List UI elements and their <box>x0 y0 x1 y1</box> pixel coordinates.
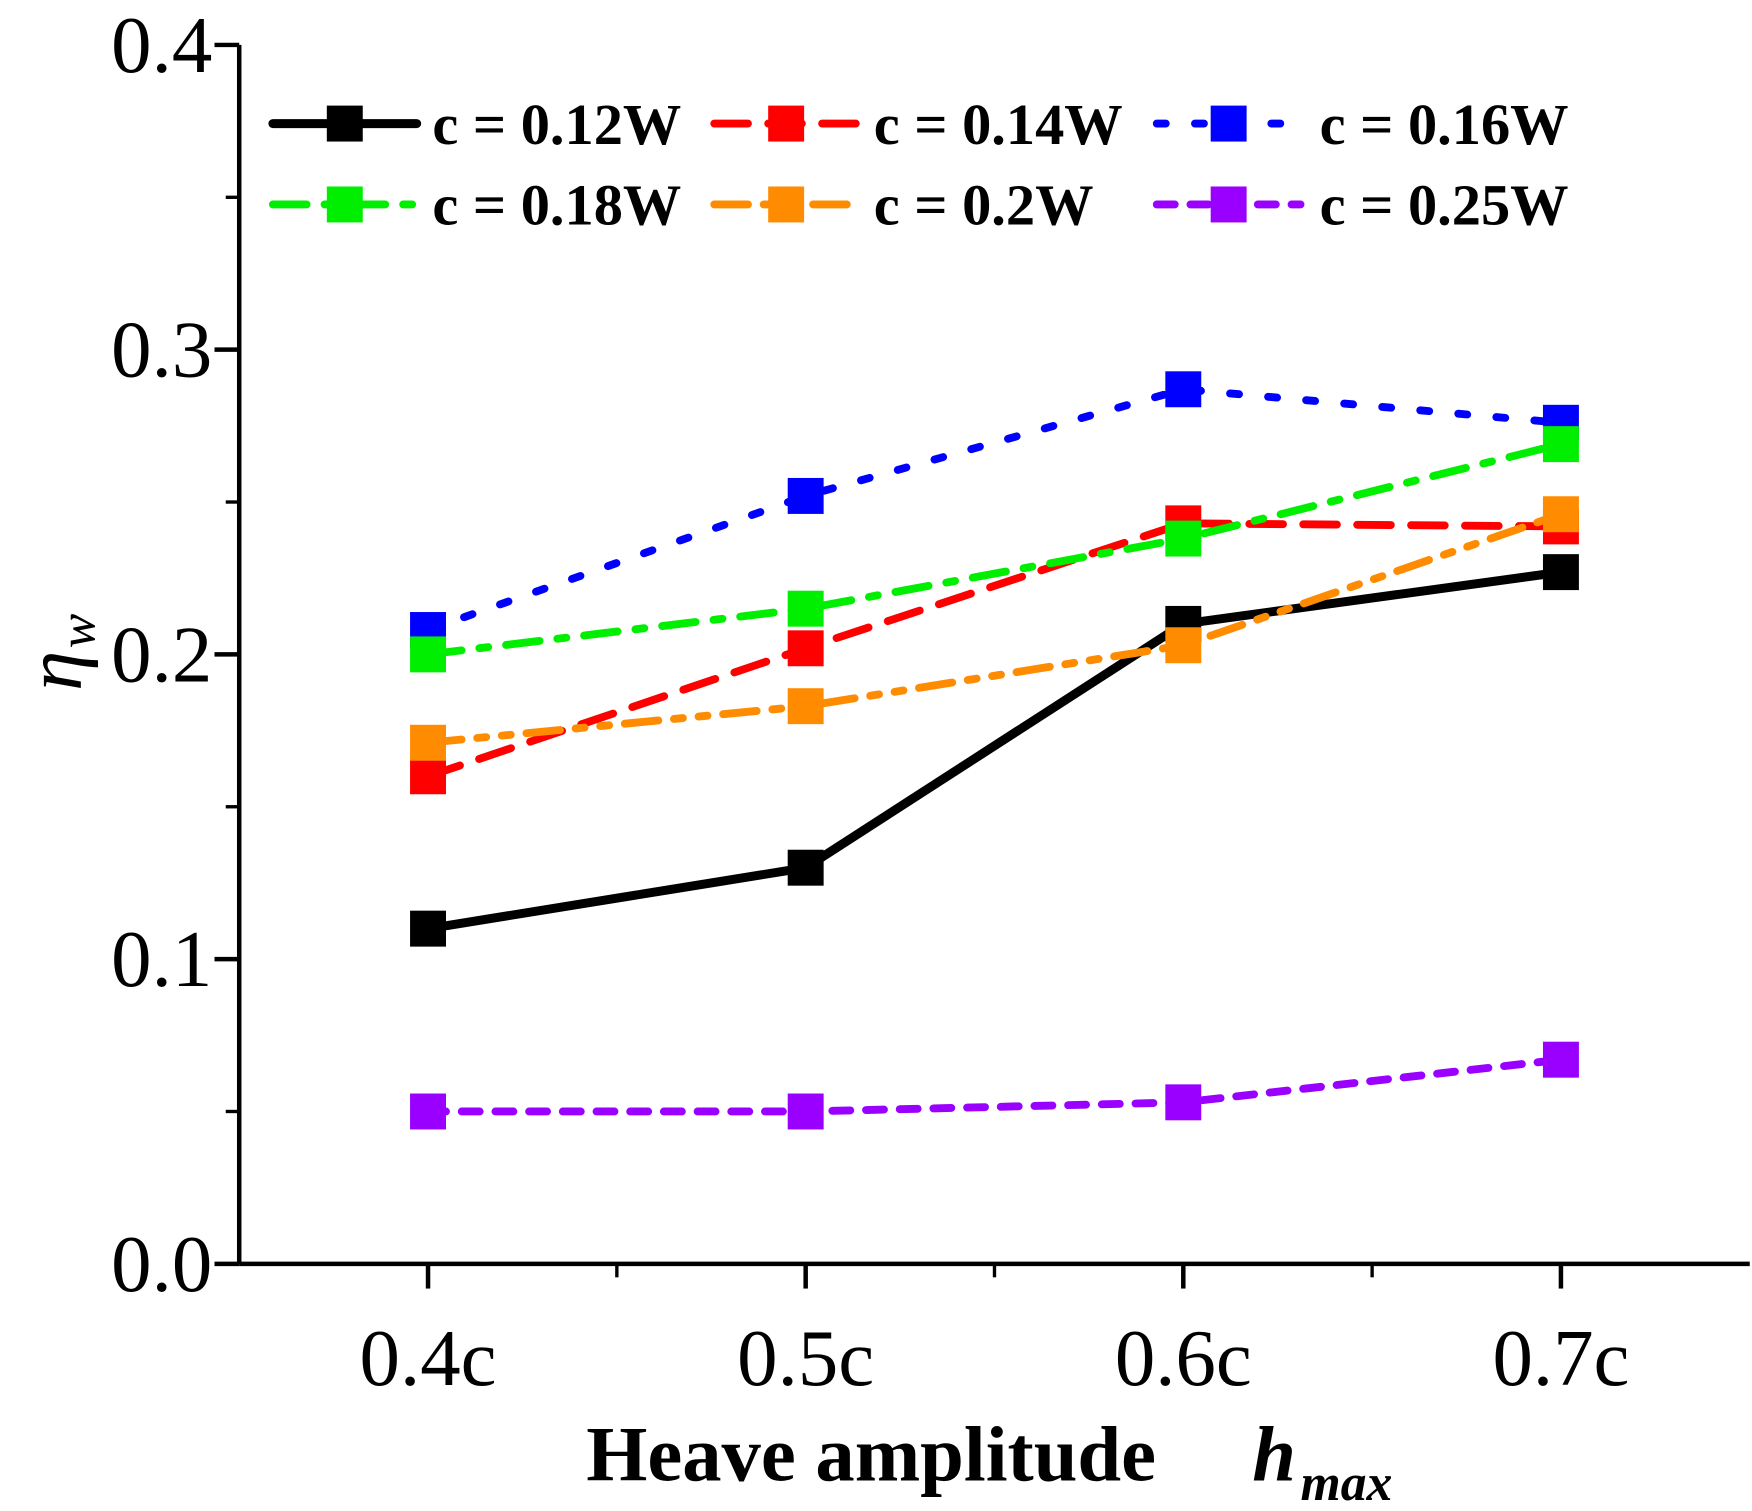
x-axis-subscript: max <box>1301 1455 1393 1511</box>
legend: c = 0.12W c = 0.14W c = 0.16W c = 0.18W c = … <box>268 92 1569 238</box>
legend-marker <box>768 186 805 223</box>
series-line <box>424 519 1565 781</box>
legend-marker <box>326 105 363 142</box>
legend-item: c = 0.12W <box>268 92 681 157</box>
series-c-0-2w <box>410 496 1579 761</box>
data-point-marker <box>410 636 447 673</box>
series-line <box>423 567 1566 934</box>
x-axis-symbol: h <box>1252 1412 1296 1499</box>
legend-item: c = 0.16W <box>1152 92 1569 157</box>
legend-item: c = 0.18W <box>268 173 681 238</box>
series-group <box>410 371 1579 1130</box>
data-point-marker <box>1165 520 1202 557</box>
series-c-0-12w <box>410 554 1579 947</box>
data-point-marker <box>1542 426 1579 463</box>
data-point-marker <box>1542 554 1579 591</box>
data-point-marker <box>1165 627 1202 664</box>
data-point-marker <box>787 849 824 886</box>
series-c-0-16w <box>410 371 1579 648</box>
data-point-marker <box>787 1093 824 1130</box>
data-point-marker <box>787 477 824 514</box>
data-point-marker <box>410 910 447 947</box>
x-axis-label: Heave amplitude <box>586 1412 1156 1499</box>
legend-marker <box>326 186 363 223</box>
legend-marker <box>1210 105 1247 142</box>
y-tick-label: 0.3 <box>111 306 212 395</box>
legend-label: c = 0.14W <box>874 92 1123 157</box>
legend-label: c = 0.18W <box>432 173 681 238</box>
legend-item: c = 0.25W <box>1152 173 1569 238</box>
data-point-marker <box>1542 496 1579 533</box>
data-point-marker <box>410 758 447 795</box>
y-tick-label: 0.1 <box>111 915 212 1004</box>
data-point-marker <box>787 590 824 627</box>
data-point-marker <box>787 630 824 667</box>
legend-item: c = 0.2W <box>710 173 1094 238</box>
y-axis-subscript: w <box>49 613 106 648</box>
data-point-marker <box>1165 1084 1202 1121</box>
legend-item: c = 0.14W <box>710 92 1123 157</box>
x-tick-label: 0.4c <box>360 1314 497 1403</box>
series-line <box>424 440 1565 659</box>
series-c-0-25w <box>410 1041 1579 1130</box>
legend-marker <box>768 105 805 142</box>
series-line <box>424 385 1565 634</box>
x-tick-label: 0.6c <box>1115 1314 1252 1403</box>
y-tick-label: 0.0 <box>111 1220 212 1309</box>
data-point-marker <box>787 688 824 725</box>
data-point-marker <box>1542 1041 1579 1078</box>
legend-label: c = 0.16W <box>1320 92 1569 157</box>
y-tick-label: 0.2 <box>111 610 212 699</box>
axes: 0.0 0.1 0.2 0.3 0.4 0.4c 0.5c 0.6c 0.7c <box>111 1 1750 1403</box>
legend-label: c = 0.12W <box>432 92 681 157</box>
y-tick-label: 0.4 <box>111 1 212 90</box>
x-tick-label: 0.5c <box>737 1314 874 1403</box>
x-tick-label: 0.7c <box>1492 1314 1629 1403</box>
legend-marker <box>1210 186 1247 223</box>
y-axis-symbol: η <box>10 651 99 691</box>
legend-label: c = 0.2W <box>874 173 1094 238</box>
series-line <box>424 1055 1565 1116</box>
data-point-marker <box>1165 371 1202 408</box>
series-c-0-18w <box>410 426 1579 673</box>
series-line <box>424 510 1565 747</box>
data-point-marker <box>410 1093 447 1130</box>
legend-label: c = 0.25W <box>1320 173 1569 238</box>
data-point-marker <box>410 724 447 761</box>
